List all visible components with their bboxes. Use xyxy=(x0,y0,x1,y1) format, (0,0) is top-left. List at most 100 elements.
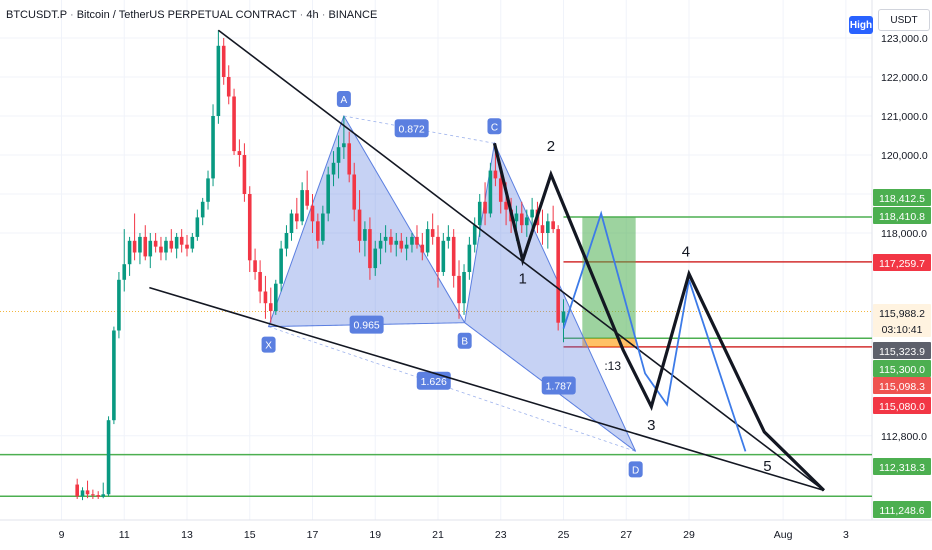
symbol-exchange: BINANCE xyxy=(328,9,378,21)
candle-body xyxy=(138,236,142,253)
high-button[interactable]: High xyxy=(849,16,873,34)
candle-body xyxy=(368,229,372,269)
price-tag xyxy=(873,189,931,206)
wave-label: 1 xyxy=(519,271,527,288)
candle-body xyxy=(300,190,304,222)
price-tag-label: 115,098.3 xyxy=(879,381,925,393)
candle-body xyxy=(462,272,466,304)
candle-body xyxy=(247,194,252,261)
candle-body xyxy=(493,170,498,179)
candle-body xyxy=(436,236,440,272)
wave-label: 4 xyxy=(682,243,690,260)
candle-body xyxy=(540,225,545,233)
candle-body xyxy=(446,236,451,241)
candle-body xyxy=(200,201,205,218)
candle-body xyxy=(206,178,210,202)
candle-body xyxy=(352,174,357,210)
currency-button[interactable]: USDT xyxy=(878,9,930,31)
candle-body xyxy=(190,236,195,249)
candle-body xyxy=(112,330,116,421)
x-tick-label: 9 xyxy=(59,529,65,541)
candle-body xyxy=(457,275,461,304)
candle-body xyxy=(211,116,215,179)
position-stop-zone xyxy=(582,338,636,347)
candle-body xyxy=(174,236,179,249)
y-tick-label: 112,800.0 xyxy=(881,431,927,443)
x-tick-label: 17 xyxy=(307,529,319,541)
candle-body xyxy=(546,221,550,233)
pattern-point-badge xyxy=(336,91,351,107)
candle-body xyxy=(336,147,341,163)
price-tag xyxy=(873,397,931,414)
wave-projection[interactable]: 1 2 3 4 5 xyxy=(492,138,826,492)
wave-label: 3 xyxy=(647,417,655,434)
candle-body xyxy=(389,236,393,245)
candle-body xyxy=(289,213,294,233)
price-tag xyxy=(873,501,931,518)
price-tag xyxy=(873,342,931,359)
price-tag xyxy=(873,320,931,337)
candle-body xyxy=(404,244,409,249)
candle-body xyxy=(148,240,153,257)
candle-body xyxy=(472,225,477,245)
candle-body xyxy=(373,248,378,269)
wave-path xyxy=(492,142,826,492)
candle-body xyxy=(425,229,430,253)
price-tag-label: 117,259.7 xyxy=(879,258,925,270)
candle-body xyxy=(85,490,90,495)
candle-body xyxy=(279,248,283,284)
x-tick-label: 15 xyxy=(244,529,256,541)
harmonic-pattern[interactable]: X A B C D 0.872 0.965 1.626 1.787 xyxy=(261,91,643,478)
candle-body xyxy=(284,233,289,249)
candle-body xyxy=(305,190,309,206)
x-tick-label: 11 xyxy=(119,529,130,541)
pattern-xd-line xyxy=(268,326,636,452)
candle-body xyxy=(321,213,325,241)
candle-body xyxy=(488,170,493,214)
pattern-point-label: C xyxy=(491,122,498,133)
x-tick-label: Aug xyxy=(774,529,793,541)
price-tag-label: 115,988.2 xyxy=(879,308,925,320)
x-tick-label: 23 xyxy=(495,529,507,541)
candle-body xyxy=(221,45,226,77)
candle-body xyxy=(242,155,247,194)
candle-body xyxy=(410,236,414,245)
pattern-ratio-badge xyxy=(394,119,429,138)
pattern-ratio-label: 1.626 xyxy=(421,376,447,388)
candle-body xyxy=(467,244,472,272)
candle-body xyxy=(420,244,425,253)
pattern-point-badge xyxy=(628,461,643,478)
candle-body xyxy=(185,244,189,249)
candle-body xyxy=(153,240,158,247)
candle-body xyxy=(514,213,519,222)
candle-body xyxy=(101,494,106,497)
price-tag xyxy=(873,458,931,475)
candle-body xyxy=(91,494,95,496)
price-tag xyxy=(873,304,931,321)
trendline xyxy=(149,286,825,492)
candle-body xyxy=(132,240,137,253)
price-tag-label: 115,080.0 xyxy=(879,401,925,413)
candle-body xyxy=(483,201,487,214)
x-tick-label: 29 xyxy=(683,529,695,541)
position-target-zone xyxy=(582,216,636,339)
candle-body xyxy=(226,77,231,97)
price-tag xyxy=(873,207,931,224)
x-axis: 9 11 13 15 17 19 21 23 25 27 29 Aug 3 xyxy=(59,529,849,541)
candle-body xyxy=(164,240,168,253)
price-tag-label: 115,300.0 xyxy=(879,364,925,376)
candle-body xyxy=(316,221,320,241)
symbol-header[interactable]: BTCUSDT.P · Bitcoin / TetherUS PERPETUAL… xyxy=(6,9,378,21)
price-tags: 118,412.5 118,410.8 117,259.7 115,988.2 03:1… xyxy=(873,189,931,518)
candle-body xyxy=(143,236,148,257)
candle-body xyxy=(524,217,529,226)
candle-body xyxy=(80,490,85,497)
pattern-ratio-label: 0.965 xyxy=(353,320,379,332)
y-tick-label: 118,000.0 xyxy=(881,228,927,240)
price-tag-label: 112,318.3 xyxy=(879,462,925,474)
candle-body xyxy=(216,45,221,116)
candle-body xyxy=(169,240,174,249)
pattern-ratio-badge xyxy=(349,315,384,334)
candle-body xyxy=(195,217,200,237)
